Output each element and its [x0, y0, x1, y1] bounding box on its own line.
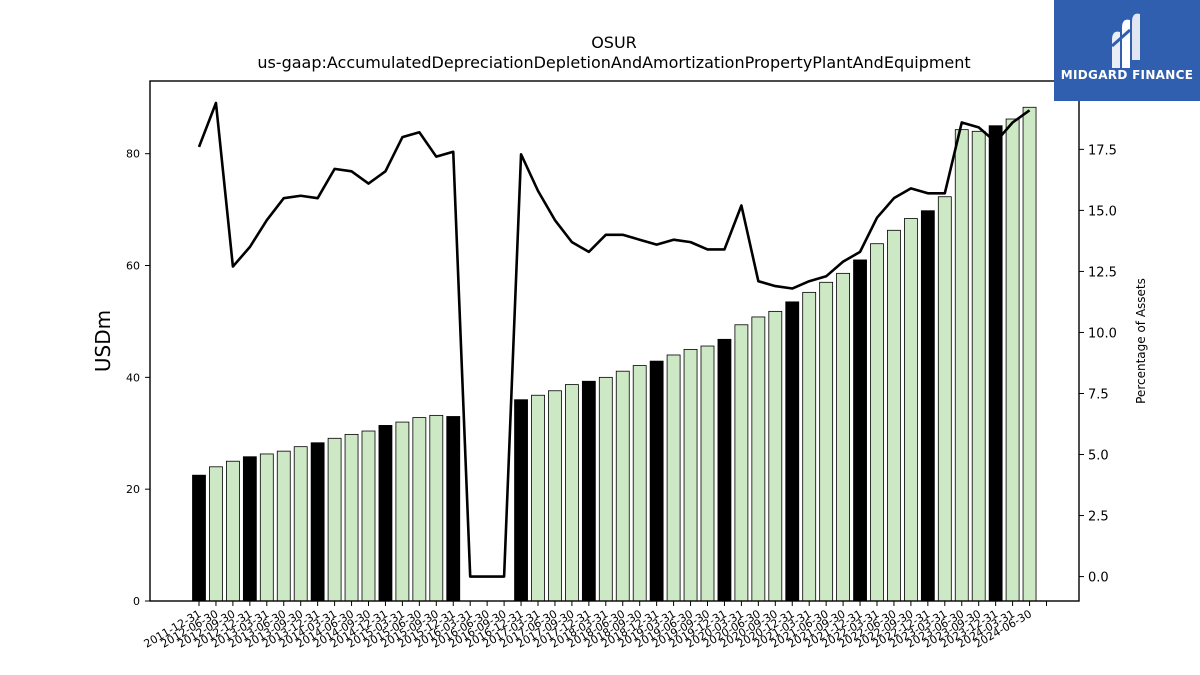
plot-frame — [149, 80, 1080, 602]
bar-2022-09-30 — [920, 210, 935, 602]
brand-name: MIDGARD FINANCE — [1060, 68, 1194, 82]
bar-2019-03-31 — [683, 348, 698, 602]
y2-axis: 0.0 2.5 5.0 7.5 10.0 12.5 15.0 17.5 — [1079, 143, 1117, 586]
bar-2019-09-30 — [717, 338, 732, 602]
bar-2023-12-31 — [1005, 118, 1020, 602]
bar-2020-06-30 — [768, 310, 783, 602]
bar-2014-06-30 — [361, 430, 376, 602]
bar-2020-12-31 — [802, 291, 817, 602]
y-tick-label: 60 — [126, 260, 140, 273]
bar-2018-06-30 — [632, 365, 647, 602]
bar-2017-03-31 — [548, 390, 562, 602]
bar-2014-12-31 — [395, 421, 410, 602]
bar-2011-12-31 — [192, 474, 206, 602]
bar-2012-09-30 — [242, 456, 257, 602]
chart-title: OSUR — [591, 33, 637, 52]
bar-2012-12-31 — [259, 453, 274, 602]
y-tick-label: 80 — [126, 148, 140, 161]
bars-group — [192, 106, 1037, 602]
bar-2012-06-30 — [225, 460, 240, 602]
y-tick-label: 40 — [126, 371, 140, 384]
bar-2012-03-31 — [209, 466, 223, 602]
bar-2019-06-30 — [700, 345, 715, 602]
bar-2016-09-30 — [514, 399, 528, 602]
bar-2017-09-30 — [581, 380, 596, 602]
bar-2024-03-31 — [1022, 106, 1037, 602]
bar-2019-12-31 — [734, 324, 749, 602]
y-axis: 0 20 40 60 80 — [126, 148, 150, 608]
bar-2015-09-30 — [446, 416, 461, 602]
brand-mark-icon — [1111, 13, 1140, 68]
y2-tick-label: 2.5 — [1088, 510, 1109, 525]
y2-tick-label: 12.5 — [1088, 265, 1117, 280]
y2-tick-label: 5.0 — [1088, 449, 1109, 464]
bar-2015-03-31 — [412, 417, 427, 602]
y2-tick-label: 7.5 — [1088, 387, 1109, 402]
y-axis-label: USDm — [91, 310, 115, 372]
bar-2017-06-30 — [565, 384, 579, 602]
bar-2021-12-31 — [870, 243, 884, 602]
y-tick-label: 0 — [133, 595, 140, 608]
bar-2023-09-30 — [988, 125, 1003, 602]
y2-tick-label: 17.5 — [1088, 143, 1117, 158]
bar-2017-12-31 — [598, 376, 613, 602]
bar-2021-06-30 — [836, 272, 850, 602]
chart-subtitle: us-gaap:AccumulatedDepreciationDepletion… — [257, 53, 970, 72]
y2-tick-label: 0.0 — [1088, 571, 1109, 586]
bar-2015-06-30 — [429, 414, 444, 602]
bar-2021-03-31 — [819, 281, 834, 602]
bar-2020-03-31 — [751, 316, 766, 602]
bar-2022-12-31 — [937, 196, 952, 602]
y2-tick-label: 15.0 — [1088, 204, 1117, 219]
bar-2020-09-30 — [785, 301, 800, 602]
bar-2013-03-31 — [276, 450, 291, 602]
y-tick-label: 20 — [126, 483, 140, 496]
bar-2013-06-30 — [293, 446, 308, 602]
bar-2018-09-30 — [649, 360, 664, 602]
bar-2022-06-30 — [904, 218, 918, 602]
bar-2018-03-31 — [615, 370, 630, 602]
bar-2018-12-31 — [666, 354, 681, 602]
x-axis: 2011-12-312012-06-302012-09-302012-12-31… — [142, 601, 1047, 651]
bar-2014-03-31 — [344, 433, 359, 602]
bar-2013-09-30 — [310, 442, 325, 602]
y2-tick-label: 10.0 — [1088, 326, 1117, 341]
brand-logo: MIDGARD FINANCE — [1054, 0, 1200, 101]
bar-2022-03-31 — [887, 229, 901, 602]
bar-2023-06-30 — [971, 130, 986, 602]
bar-2016-12-31 — [531, 394, 545, 602]
bar-2013-12-31 — [327, 437, 342, 602]
percentage-line — [197, 101, 1031, 578]
bar-2021-09-30 — [853, 259, 867, 602]
bar-2014-09-30 — [378, 425, 393, 602]
bar-2023-03-31 — [954, 129, 969, 602]
y2-axis-label: Percentage of Assets — [1134, 278, 1148, 404]
